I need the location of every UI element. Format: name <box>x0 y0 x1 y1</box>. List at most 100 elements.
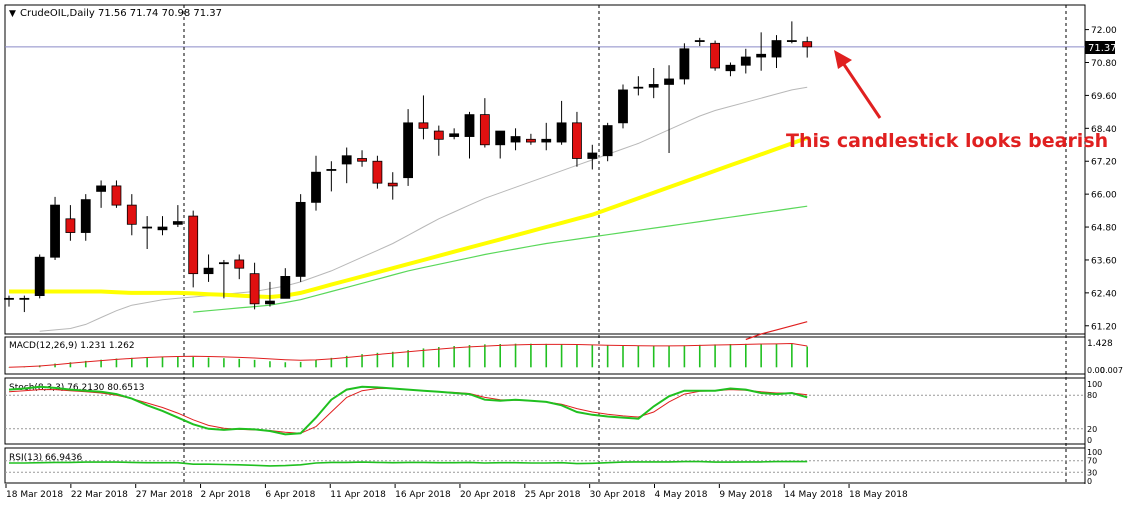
candle <box>341 147 352 184</box>
price-axis-label: 63.60 <box>1091 256 1117 266</box>
candle <box>357 150 367 167</box>
candle <box>387 172 398 200</box>
candle <box>126 194 137 236</box>
candle-body <box>464 114 475 137</box>
candle <box>218 259 229 299</box>
candle <box>633 76 644 96</box>
candle-body <box>188 215 199 275</box>
date-axis-label: 4 May 2018 <box>655 490 708 500</box>
candle <box>602 122 613 162</box>
candle <box>234 254 245 280</box>
rsi-axis-label: 30 <box>1087 468 1097 477</box>
candle <box>449 128 460 140</box>
candle-body <box>19 297 30 300</box>
candle-body <box>541 138 552 143</box>
stoch-main-line <box>8 385 808 436</box>
candle-body <box>556 122 567 143</box>
candle <box>756 32 767 71</box>
moving-average-red <box>745 321 808 341</box>
candle-body <box>418 122 429 129</box>
candle-body <box>756 53 767 58</box>
candle-body <box>326 169 337 171</box>
candle <box>34 254 45 299</box>
price-axis-label: 68.40 <box>1091 125 1117 135</box>
candle <box>740 48 751 74</box>
stoch-axis-label: 100 <box>1087 380 1102 389</box>
candle <box>111 180 122 208</box>
candle <box>433 125 444 156</box>
annotation-text: This candlestick looks bearish <box>786 130 1108 152</box>
candle-body <box>34 256 45 297</box>
candle <box>403 109 414 186</box>
candle-body <box>4 297 14 300</box>
rsi-title: RSI(13) 66.9436 <box>9 453 82 463</box>
candle <box>311 155 321 211</box>
candle <box>372 155 383 189</box>
symbol-header: CrudeOIL,Daily 71.56 71.74 70.98 71.37 <box>20 8 222 19</box>
candle <box>495 130 506 159</box>
candle-body <box>126 204 137 225</box>
candle-body <box>633 86 644 89</box>
candle-body <box>80 199 91 233</box>
candle-body <box>372 160 383 184</box>
stoch-axis-label: 80 <box>1087 391 1097 400</box>
candle <box>172 205 183 228</box>
candle-body <box>664 78 674 85</box>
price-axis-label: 61.20 <box>1091 322 1117 332</box>
candle <box>556 100 567 145</box>
candle <box>188 210 199 288</box>
candle-body <box>157 226 168 231</box>
rsi-axis-label: 0 <box>1087 477 1092 486</box>
current-price-label: 71.37 <box>1088 43 1117 54</box>
candle <box>50 196 60 260</box>
candle <box>4 295 14 307</box>
candle <box>710 40 720 71</box>
date-axis-label: 18 Mar 2018 <box>6 490 63 500</box>
candle-body <box>65 218 76 233</box>
candle-body <box>249 273 260 305</box>
moving-average-gray <box>39 86 808 332</box>
rsi-line <box>9 460 808 467</box>
candle-body <box>740 56 751 66</box>
candle-body <box>280 276 291 299</box>
candle <box>280 268 291 299</box>
candle-body <box>526 138 536 143</box>
stoch-title: Stoch(8,3,3) 76.2130 80.6513 <box>9 383 144 393</box>
candle-body <box>357 158 367 162</box>
date-axis-label: 11 Apr 2018 <box>330 490 386 500</box>
candle <box>203 254 214 282</box>
candle-body <box>433 130 444 140</box>
candle <box>96 180 106 208</box>
symbol-triangle-icon: ▼ <box>9 9 16 19</box>
date-axis-label: 27 Mar 2018 <box>136 490 193 500</box>
moving-average-green <box>193 205 808 313</box>
candle <box>265 281 275 307</box>
candle-body <box>341 155 352 165</box>
date-axis-label: 25 Apr 2018 <box>525 490 581 500</box>
candle-body <box>725 64 736 72</box>
candle-body <box>449 133 460 137</box>
date-axis-label: 20 Apr 2018 <box>460 490 516 500</box>
price-axis-label: 62.40 <box>1091 289 1117 299</box>
candle-body <box>618 89 628 124</box>
price-axis-label: 72.00 <box>1091 26 1117 36</box>
candle <box>725 62 736 77</box>
rsi-axis-label: 70 <box>1087 457 1097 466</box>
candle-body <box>172 221 183 225</box>
candle-body <box>403 122 414 179</box>
candle <box>694 37 705 47</box>
candle-body <box>96 185 106 192</box>
candle-body <box>648 84 659 88</box>
date-axis-label: 6 Apr 2018 <box>265 490 315 500</box>
annotation-arrow <box>834 50 882 119</box>
candle <box>157 216 168 236</box>
date-axis-label: 14 May 2018 <box>784 490 843 500</box>
price-axis-label: 66.00 <box>1091 191 1117 201</box>
macd-axis-label: 0.00 <box>1087 366 1105 375</box>
macd-title: MACD(12,26,9) 1.231 1.262 <box>9 341 135 351</box>
candle-body <box>802 41 813 48</box>
candle <box>19 295 30 313</box>
candle-body <box>311 171 321 203</box>
candle <box>80 194 91 241</box>
